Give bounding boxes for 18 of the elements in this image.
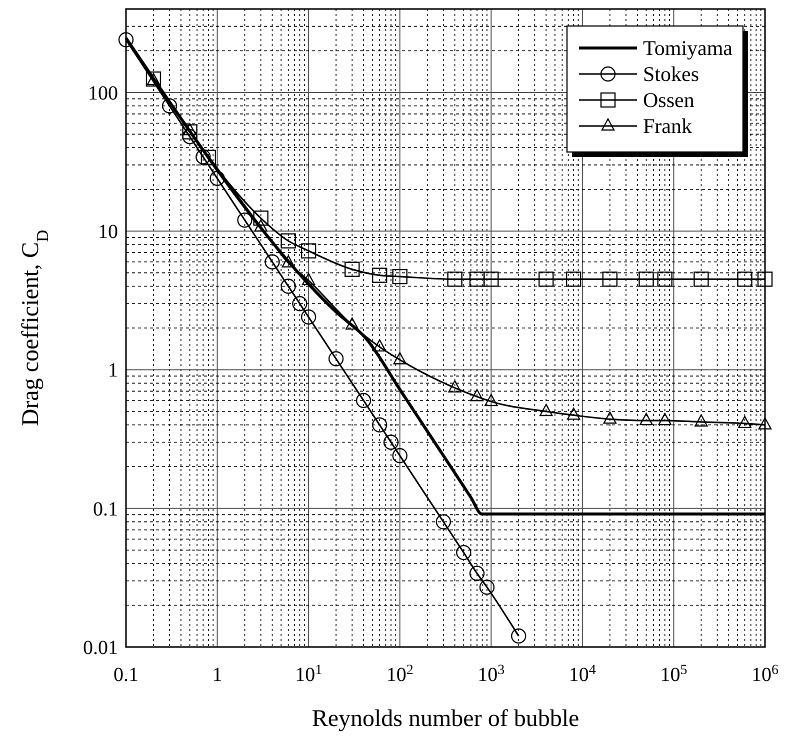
x-tick-label: 10$^{3}$ (478, 662, 505, 686)
x-tick-label: 10$^{5}$ (660, 662, 688, 686)
legend-label: Tomiyama (643, 36, 734, 60)
legend-label: Stokes (643, 62, 700, 86)
legend-label: Ossen (643, 88, 695, 112)
x-tick-label: 10$^{2}$ (386, 662, 414, 686)
x-tick-label: 10$^{1}$ (295, 662, 322, 686)
y-tick-label: 0.01 (83, 637, 118, 659)
legend-label: Frank (643, 114, 692, 138)
x-tick-label: 10$^{6}$ (752, 662, 778, 686)
y-tick-label: 10 (98, 221, 118, 244)
y-tick-label: 1 (108, 360, 118, 382)
x-tick-label: 0.1 (114, 664, 138, 686)
x-axis-title: Reynolds number of bubble (312, 706, 580, 732)
x-tick-label: 10$^{4}$ (568, 662, 596, 686)
y-tick-label: 100 (88, 82, 118, 104)
x-tick-label: 1 (212, 664, 222, 686)
y-tick-label: 0.1 (93, 498, 118, 520)
